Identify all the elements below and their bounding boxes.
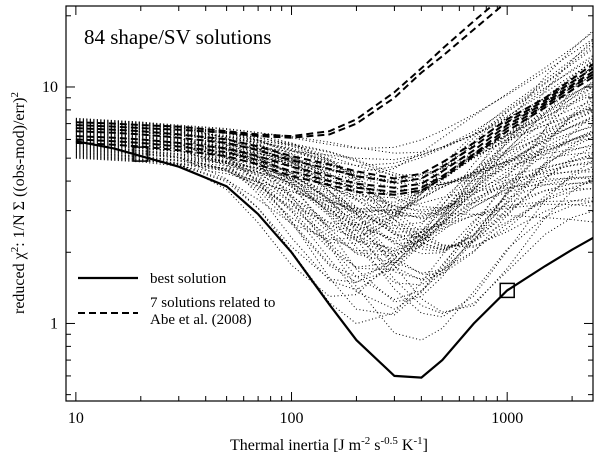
- other-solution-line: [75, 152, 593, 252]
- x-tick-label: 100: [280, 410, 304, 427]
- other-solution-line: [75, 73, 593, 219]
- other-solution-line: [75, 133, 593, 303]
- legend-label-best: best solution: [150, 271, 227, 287]
- abe-solution-line: [75, 70, 593, 189]
- other-solution-line: [75, 143, 593, 230]
- chart-title: 84 shape/SV solutions: [84, 25, 271, 49]
- other-solution-line: [75, 60, 593, 283]
- legend-label-abe: 7 solutions related to: [150, 295, 275, 311]
- other-solution-line: [75, 109, 593, 217]
- y-tick-label: 1: [50, 316, 58, 333]
- x-tick-label: 1000: [491, 410, 523, 427]
- other-solution-line: [75, 138, 593, 274]
- legend: best solution 7 solutions related to Abe…: [78, 271, 275, 328]
- other-solution-line: [75, 135, 593, 316]
- other-solution-line: [75, 48, 593, 214]
- square-marker: [133, 146, 149, 162]
- other-solution-line: [75, 95, 593, 253]
- other-solution-line: [75, 146, 593, 300]
- other-solution-line: [75, 136, 593, 199]
- x-tick-label: 10: [68, 410, 84, 427]
- axis-ticks: 10 100 1000 1 10: [42, 6, 593, 427]
- abe-solutions-group: [75, 6, 593, 196]
- other-solution-line: [75, 57, 593, 239]
- other-solutions-group: [75, 30, 593, 341]
- abe-solution-line: [75, 67, 593, 184]
- other-solution-line: [75, 81, 593, 241]
- plot-frame: [65, 5, 594, 402]
- abe-solution-line: [75, 6, 504, 139]
- other-solution-line: [75, 101, 593, 281]
- other-solution-line: [75, 86, 593, 286]
- other-solution-line: [75, 121, 593, 184]
- other-solution-line: [75, 55, 593, 185]
- other-solution-line: [75, 120, 593, 256]
- other-solution-line: [75, 42, 593, 245]
- best-solution-group: [75, 140, 593, 379]
- abe-solution-line: [75, 76, 593, 196]
- abe-solution-line: [75, 6, 494, 138]
- abe-solution-line: [75, 63, 593, 180]
- other-solution-line: [75, 63, 593, 251]
- y-axis-label: reduced χ2: 1/N Σ ((obs-mod)/err)2: [9, 92, 28, 314]
- other-solution-line: [75, 119, 593, 248]
- other-solution-line: [75, 150, 593, 250]
- other-solution-line: [75, 153, 593, 318]
- x-axis-label: Thermal inertia [J m-2 s-0.5 K-1]: [230, 435, 428, 454]
- other-solution-line: [75, 81, 593, 245]
- other-solution-line: [75, 59, 593, 227]
- other-solution-line: [75, 31, 593, 180]
- other-solution-line: [75, 149, 593, 240]
- best-solution-line: [75, 140, 593, 379]
- other-solution-line: [75, 134, 593, 313]
- other-solution-line: [75, 91, 593, 181]
- markers-group: [133, 146, 515, 299]
- other-solution-line: [75, 147, 593, 315]
- other-solution-line: [75, 119, 593, 291]
- y-tick-label: 10: [42, 79, 58, 96]
- other-solution-line: [75, 130, 593, 310]
- legend-label-abe-line2: Abe et al. (2008): [150, 312, 252, 328]
- other-solution-line: [75, 131, 593, 226]
- abe-solution-line: [75, 73, 593, 193]
- square-marker: [499, 282, 515, 299]
- other-solution-line: [75, 122, 593, 195]
- other-solution-line: [75, 131, 593, 255]
- other-solution-line: [75, 111, 593, 268]
- other-solution-line: [75, 85, 593, 211]
